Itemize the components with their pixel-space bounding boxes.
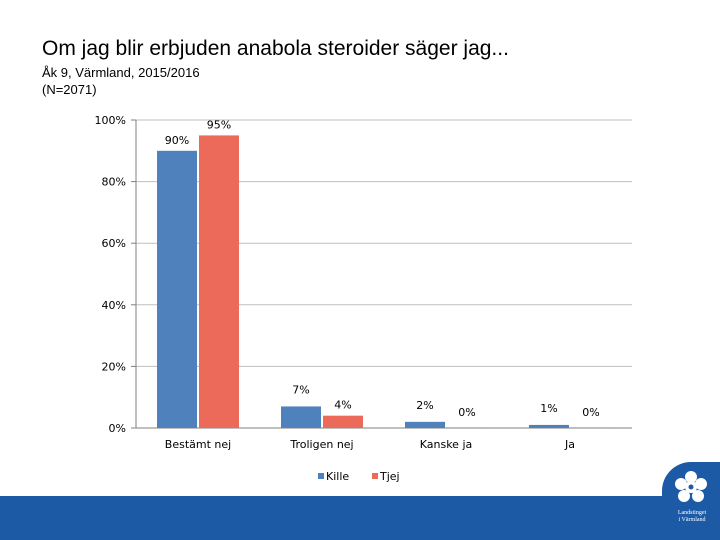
x-tick-label: Troligen nej (289, 438, 353, 451)
x-tick-label: Kanske ja (420, 438, 473, 451)
y-tick-label: 100% (95, 114, 126, 127)
bar-kille (281, 406, 321, 428)
data-label: 4% (334, 399, 351, 412)
y-tick-label: 40% (102, 299, 126, 312)
bar-tjej (199, 135, 239, 428)
flower-logo-icon (675, 471, 707, 502)
y-tick-label: 20% (102, 360, 126, 373)
data-label: 1% (540, 402, 557, 415)
data-label: 7% (292, 383, 309, 396)
footer-band (0, 496, 720, 540)
legend-swatch-tjej (372, 473, 378, 479)
bar-tjej (323, 415, 363, 428)
logo-text-line1: Landstinget (677, 510, 707, 516)
data-label: 2% (416, 399, 433, 412)
legend-swatch-kille (318, 473, 324, 479)
data-label: 0% (582, 406, 599, 419)
y-tick-label: 0% (109, 422, 126, 435)
bar-kille (529, 424, 569, 428)
x-tick-label: Bestämt nej (165, 438, 231, 451)
chart-subtitle: Åk 9, Värmland, 2015/2016 (N=2071) (42, 64, 200, 98)
data-label: 0% (458, 406, 475, 419)
data-label: 95% (207, 118, 231, 131)
bar-tjej (571, 427, 611, 428)
subtitle-sample-size: (N=2071) (42, 82, 97, 97)
x-tick-label: Ja (564, 438, 575, 451)
bar-tjej (447, 427, 487, 428)
bar-kille (405, 421, 445, 428)
legend-label-tjej: Tjej (379, 470, 400, 483)
chart-title: Om jag blir erbjuden anabola steroider s… (42, 37, 509, 60)
data-label: 90% (165, 134, 189, 147)
bar-kille (157, 150, 197, 429)
logo-text-line2: i Värmland (678, 517, 706, 523)
bar-chart: 0% 20% 40% 60% 80% 100% 90% 95% Bestämt nej 7% 4% T… (95, 114, 632, 483)
y-tick-label: 80% (102, 176, 126, 189)
legend-label-kille: Kille (326, 470, 349, 483)
landstinget-logo: Landstinget i Värmland (662, 462, 720, 540)
subtitle-grade-region: Åk 9, Värmland, 2015/2016 (42, 65, 200, 80)
y-tick-label: 60% (102, 237, 126, 250)
